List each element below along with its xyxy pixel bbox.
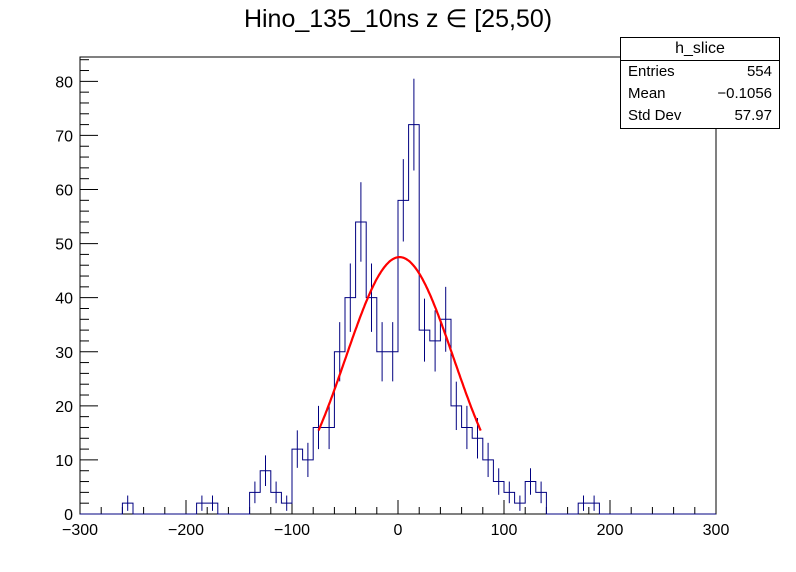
stats-mean-value: −0.1056 — [717, 85, 772, 102]
gaussian-fit — [317, 256, 482, 432]
error-bars — [127, 78, 595, 511]
histogram-steps — [80, 124, 716, 515]
stats-entries-value: 554 — [746, 63, 772, 80]
stats-title: h_slice — [621, 38, 779, 61]
x-tick-label: 200 — [597, 522, 624, 539]
x-tick-label: 300 — [703, 522, 730, 539]
x-tick-label: −100 — [274, 522, 310, 539]
stats-row-stddev: Std Dev 57.97 — [621, 105, 779, 127]
stats-entries-label: Entries — [628, 63, 675, 80]
x-tick-label: 100 — [491, 522, 518, 539]
x-tick-label: 0 — [394, 522, 403, 539]
y-tick-label: 20 — [55, 399, 73, 416]
stats-row-mean: Mean −0.1056 — [621, 83, 779, 105]
axes: −300 −200 −100 0 100 200 300 0 10 20 30 40 50 60 70 80 — [55, 59, 730, 539]
y-tick-label: 80 — [55, 74, 73, 91]
x-tick-label: −300 — [62, 522, 98, 539]
stats-mean-label: Mean — [628, 85, 666, 102]
y-tick-label: 70 — [55, 128, 73, 145]
x-tick-label: −200 — [168, 522, 204, 539]
stats-stddev-value: 57.97 — [734, 107, 772, 124]
y-tick-label: 0 — [64, 507, 73, 524]
y-tick-label: 10 — [55, 453, 73, 470]
fit-curve — [317, 256, 482, 432]
y-tick-label: 50 — [55, 237, 73, 254]
chart-title: Hino_135_10ns z ∈ [25,50) — [243, 5, 553, 33]
y-tick-label: 30 — [55, 345, 73, 362]
histogram-series — [80, 124, 716, 515]
stats-row-entries: Entries 554 — [621, 61, 779, 83]
stats-stddev-label: Std Dev — [628, 107, 682, 124]
y-tick-label: 40 — [55, 291, 73, 308]
y-tick-label: 60 — [55, 183, 73, 200]
stats-box: h_slice Entries 554 Mean −0.1056 Std Dev… — [620, 37, 780, 129]
